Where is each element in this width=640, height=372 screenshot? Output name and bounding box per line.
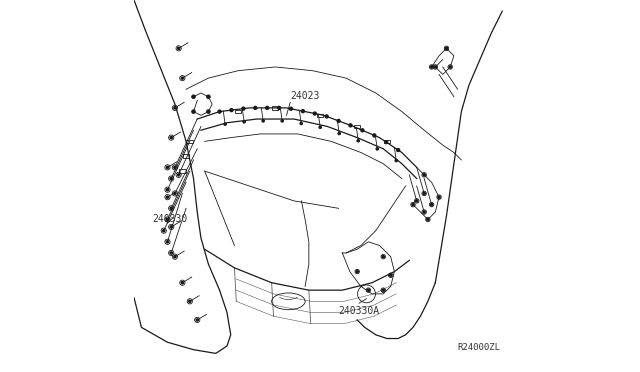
Circle shape <box>170 207 172 209</box>
Text: 240330: 240330 <box>152 215 187 224</box>
Circle shape <box>361 129 364 132</box>
Circle shape <box>230 109 233 112</box>
Bar <box>273 106 278 109</box>
Bar <box>384 140 390 143</box>
Circle shape <box>367 289 369 291</box>
Circle shape <box>181 282 184 284</box>
Circle shape <box>181 77 184 79</box>
Circle shape <box>349 124 352 127</box>
Circle shape <box>166 241 168 243</box>
Circle shape <box>163 230 165 232</box>
Circle shape <box>382 289 385 291</box>
Circle shape <box>242 107 245 110</box>
Circle shape <box>166 189 168 191</box>
Bar <box>183 154 189 158</box>
Circle shape <box>289 107 292 110</box>
Text: 24023: 24023 <box>291 91 319 101</box>
Circle shape <box>174 192 176 195</box>
Text: R24000ZL: R24000ZL <box>458 343 500 352</box>
Circle shape <box>224 123 227 125</box>
Circle shape <box>170 137 172 139</box>
Circle shape <box>357 140 359 142</box>
Circle shape <box>382 256 385 258</box>
Circle shape <box>397 148 399 151</box>
Bar <box>317 114 323 117</box>
Circle shape <box>427 218 429 221</box>
Circle shape <box>301 110 305 113</box>
Circle shape <box>373 134 376 137</box>
Circle shape <box>207 96 209 98</box>
Circle shape <box>385 141 388 144</box>
Circle shape <box>193 110 195 113</box>
Circle shape <box>170 177 172 180</box>
Circle shape <box>415 200 418 202</box>
Circle shape <box>196 319 198 321</box>
Circle shape <box>356 270 358 273</box>
Circle shape <box>254 106 257 109</box>
Circle shape <box>390 274 392 276</box>
Circle shape <box>395 160 397 162</box>
Circle shape <box>281 120 284 122</box>
Circle shape <box>300 122 302 125</box>
Circle shape <box>174 166 176 169</box>
Circle shape <box>189 300 191 302</box>
Circle shape <box>166 196 168 198</box>
Bar <box>354 125 360 128</box>
Circle shape <box>423 192 425 195</box>
Circle shape <box>174 107 176 109</box>
Text: 240330A: 240330A <box>338 306 379 316</box>
Circle shape <box>166 166 168 169</box>
Circle shape <box>449 66 451 68</box>
Circle shape <box>243 121 245 123</box>
Circle shape <box>166 218 168 221</box>
Circle shape <box>319 126 321 128</box>
Circle shape <box>376 148 378 150</box>
Circle shape <box>278 106 280 109</box>
Bar <box>179 169 186 173</box>
Circle shape <box>431 203 433 206</box>
Bar <box>186 140 193 143</box>
Circle shape <box>423 174 425 176</box>
Circle shape <box>412 203 414 206</box>
Circle shape <box>170 226 172 228</box>
Circle shape <box>266 106 269 109</box>
Circle shape <box>431 66 433 68</box>
Circle shape <box>177 174 180 176</box>
Circle shape <box>434 66 436 68</box>
Bar <box>235 110 241 113</box>
Circle shape <box>177 47 180 49</box>
Circle shape <box>438 196 440 198</box>
Circle shape <box>423 211 425 213</box>
Circle shape <box>314 112 316 115</box>
Circle shape <box>445 47 447 49</box>
Circle shape <box>174 256 176 258</box>
Circle shape <box>207 110 209 113</box>
Circle shape <box>218 110 221 113</box>
Circle shape <box>325 115 328 118</box>
Circle shape <box>170 252 172 254</box>
Circle shape <box>193 96 195 98</box>
Circle shape <box>337 119 340 122</box>
Circle shape <box>262 120 264 122</box>
Circle shape <box>338 132 340 135</box>
